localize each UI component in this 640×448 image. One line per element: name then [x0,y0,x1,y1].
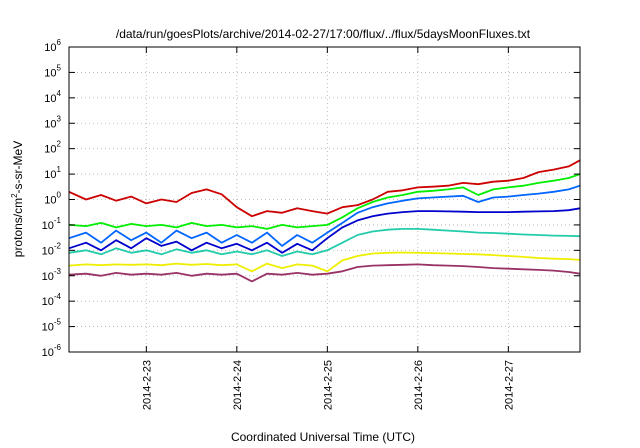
y-tick-exponent: 0 [57,191,62,200]
y-tick-base: 10 [42,245,54,257]
y-tick-label: 10-5 [42,318,62,334]
y-tick-labels: 10-610-510-410-310-210-11001011021031041… [42,38,62,359]
y-tick-base: 10 [44,67,56,79]
x-tick-label: 2014-2-27 [503,360,515,410]
series-line-2 [68,173,581,230]
series-line-1 [68,159,581,218]
y-tick-exponent: -3 [54,267,62,276]
y-tick-label: 10-3 [42,267,62,283]
y-tick-base: 10 [44,118,56,130]
chart-title: /data/run/goesPlots/archive/2014-02-27/1… [116,27,531,41]
y-tick-base: 10 [42,322,54,334]
y-tick-exponent: -2 [54,241,62,250]
y-tick-label: 100 [44,191,61,207]
y-axis-label: protons/cm2-s-sr-MeV [10,141,25,257]
y-tick-exponent: 2 [57,140,62,149]
y-tick-label: 105 [44,63,61,79]
y-tick-exponent: 1 [57,165,62,174]
y-tick-base: 10 [44,42,56,54]
y-axis-label-sup: 2 [10,193,19,198]
y-tick-base: 10 [44,93,56,105]
y-tick-exponent: -6 [54,343,62,352]
x-tick-label: 2014-2-25 [322,360,334,410]
y-tick-label: 10-6 [42,343,62,359]
y-tick-base: 10 [44,195,56,207]
y-tick-label: 106 [44,38,61,54]
x-tick-label: 2014-2-26 [413,360,425,410]
y-tick-label: 10-4 [42,292,62,308]
y-tick-base: 10 [42,347,54,359]
series-line-7 [68,263,581,283]
y-axis-label-post: -s-sr-MeV [11,141,25,194]
y-tick-exponent: -1 [54,216,62,225]
series-line-4 [68,207,581,254]
series-lines [68,159,581,283]
y-tick-exponent: 6 [57,38,62,47]
y-tick-label: 103 [44,114,61,130]
x-tick-labels: 2014-2-23 2014-2-24 2014-2-25 2014-2-26 2014… [141,360,515,410]
series-line-3 [68,184,581,247]
y-axis-label-pre: protons/cm [11,198,25,257]
y-tick-base: 10 [42,296,54,308]
y-tick-base: 10 [42,271,54,283]
series-line-6 [68,251,581,273]
y-tick-exponent: -4 [54,292,62,301]
x-axis-label: Coordinated Universal Time (UTC) [231,430,415,444]
x-tick-label: 2014-2-24 [232,360,244,410]
y-tick-exponent: -5 [54,318,62,327]
y-tick-exponent: 3 [57,114,62,123]
y-tick-exponent: 5 [57,63,62,72]
y-tick-exponent: 4 [57,89,62,98]
y-tick-base: 10 [42,220,54,232]
grid [69,47,580,352]
y-tick-label: 10-1 [42,216,62,232]
y-tick-label: 102 [44,140,61,156]
y-tick-label: 101 [44,165,61,181]
y-tick-base: 10 [44,169,56,181]
y-tick-label: 104 [44,89,61,105]
x-tick-label: 2014-2-23 [141,360,153,410]
y-tick-base: 10 [44,144,56,156]
y-tick-label: 10-2 [42,241,62,257]
series-line-5 [68,228,581,257]
axis-ticks [69,46,580,353]
